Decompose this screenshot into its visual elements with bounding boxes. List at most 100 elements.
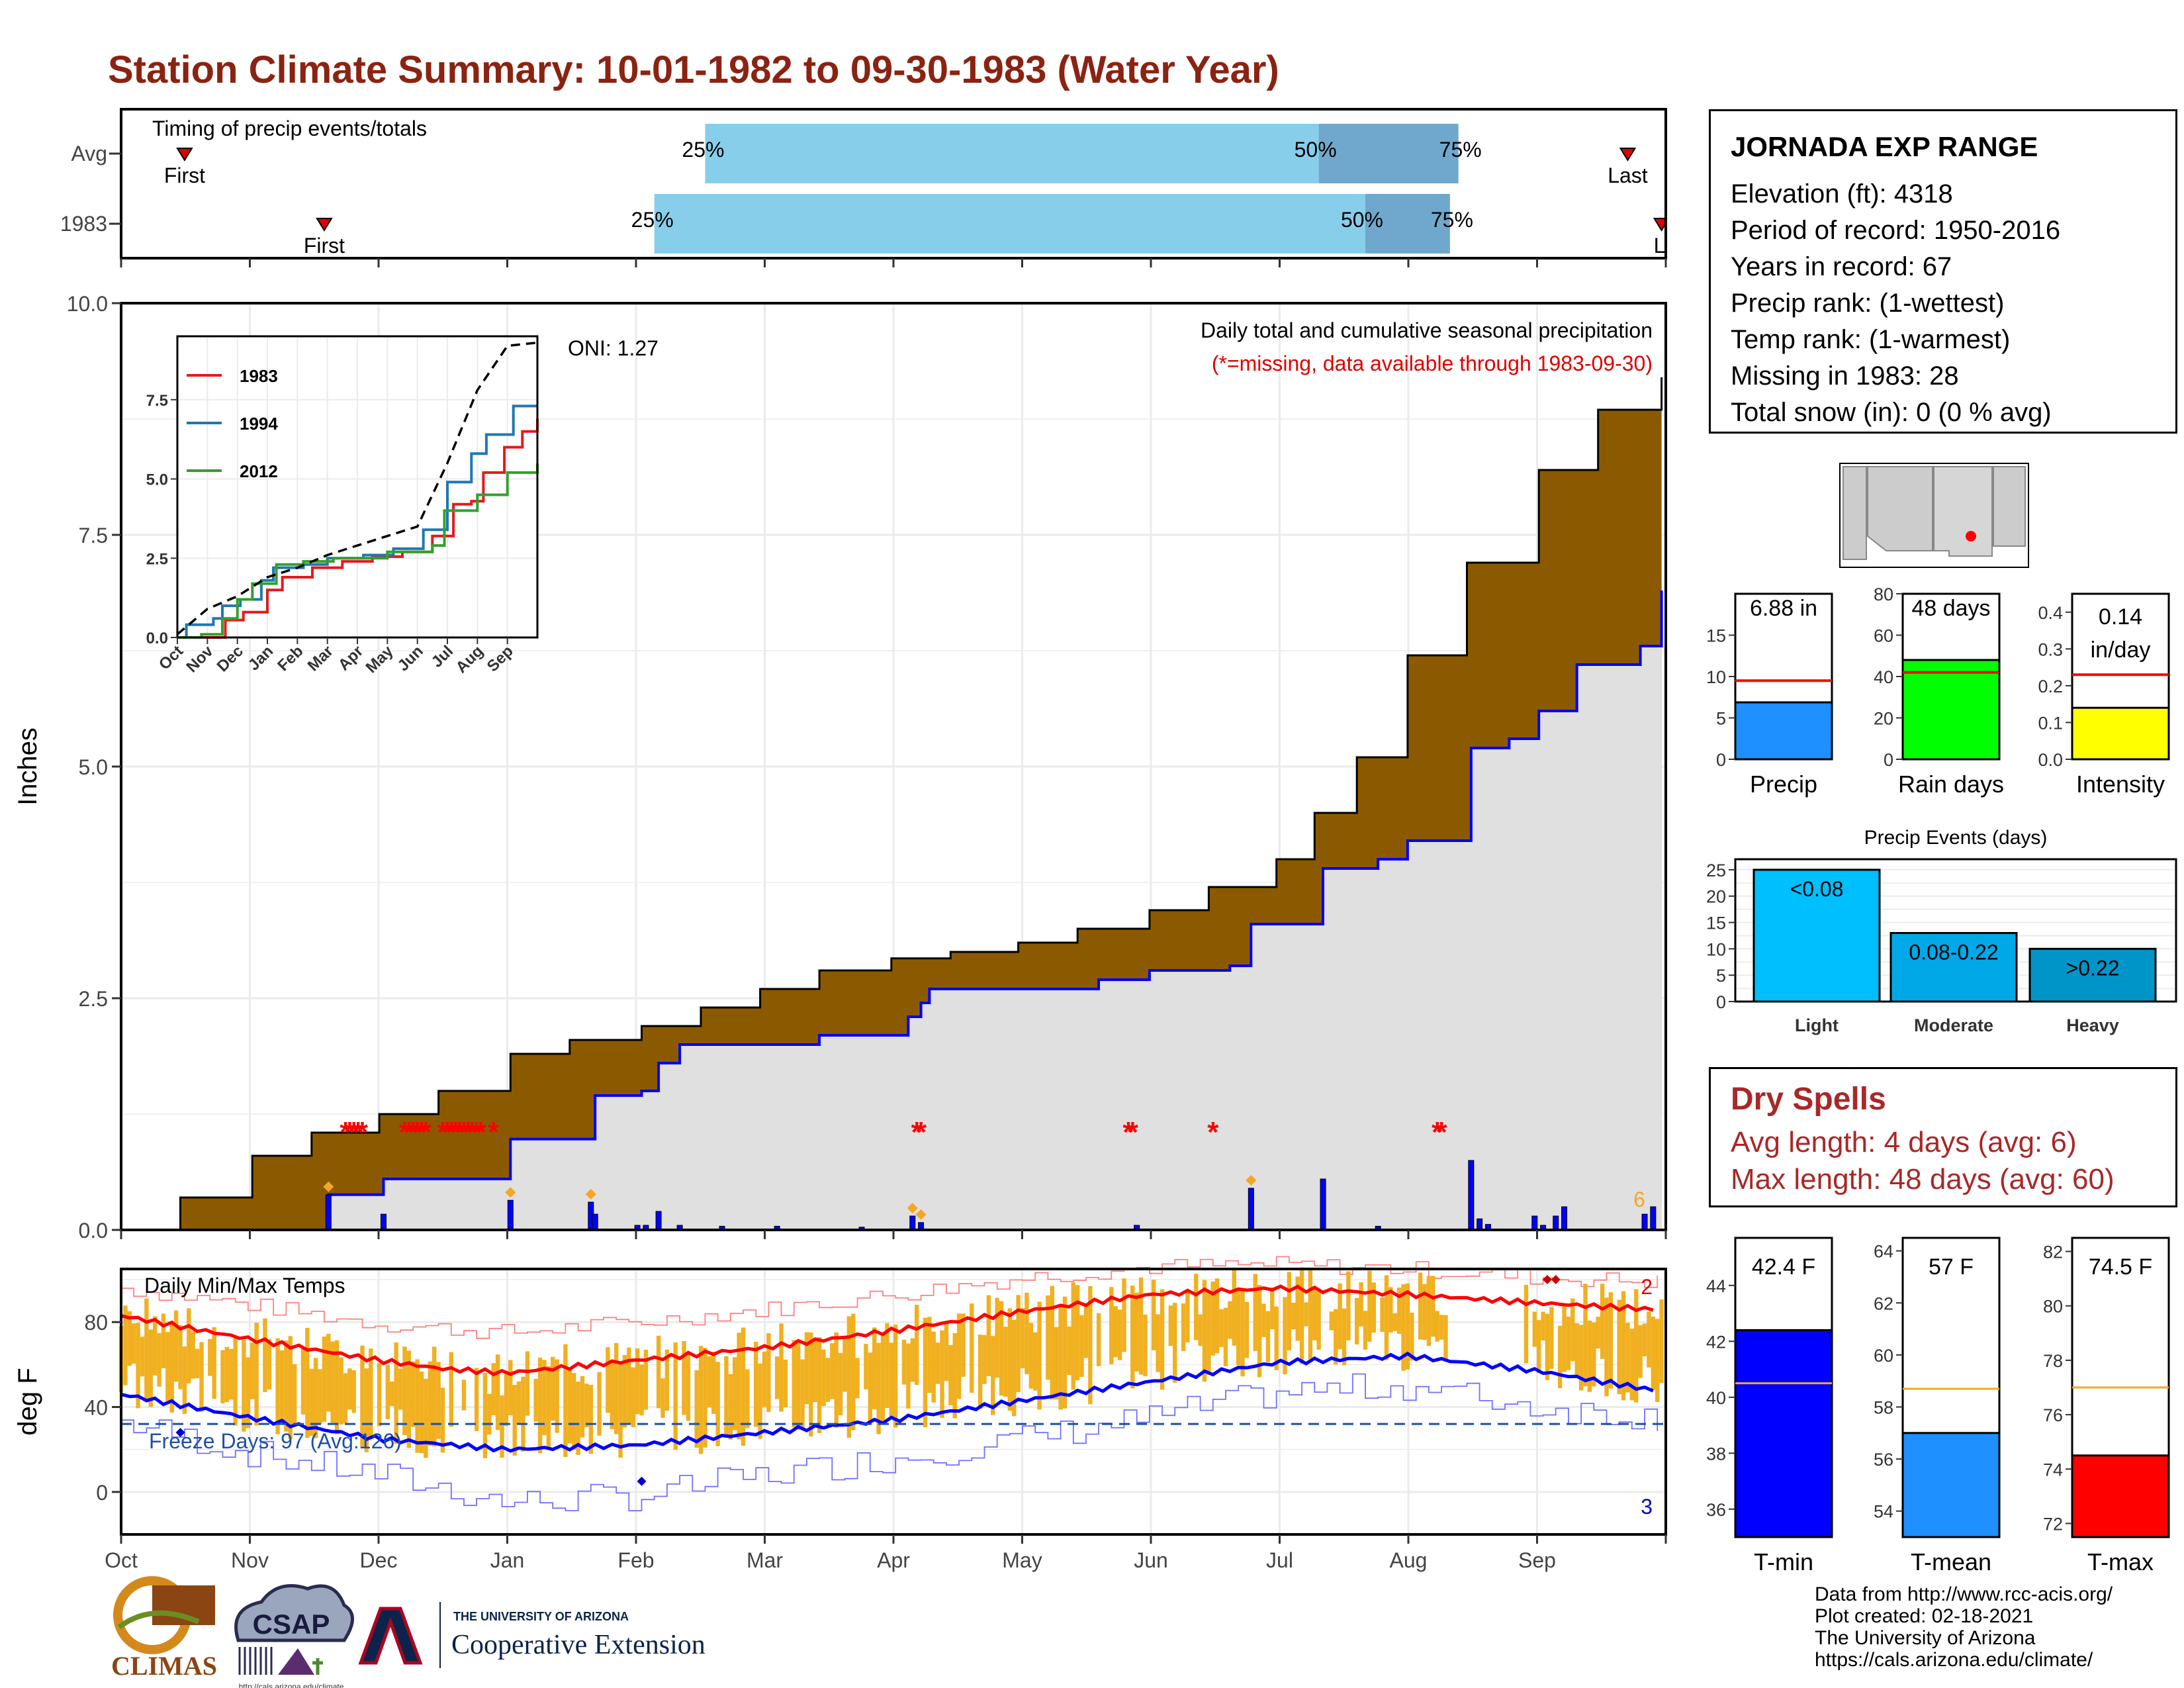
daily-temp-bar <box>440 1387 445 1453</box>
timing-p50-label-0: 50% <box>1295 138 1337 162</box>
daily-temp-bar <box>140 1336 145 1377</box>
daily-temp-bar <box>970 1303 974 1393</box>
daily-temp-bar <box>1236 1288 1241 1366</box>
daily-temp-bar <box>774 1356 780 1399</box>
daily-temp-bar <box>610 1362 614 1429</box>
daily-temp-bar <box>804 1332 809 1405</box>
daily-temp-bar <box>508 1360 513 1416</box>
daily-precip-bar <box>909 1215 916 1231</box>
daily-temp-bar <box>1329 1311 1334 1331</box>
daily-temp-bar <box>1223 1307 1228 1366</box>
daily-temp-bar <box>136 1323 140 1409</box>
daily-temp-bar <box>1384 1275 1389 1360</box>
daily-temp-bar <box>504 1372 509 1427</box>
daily-temp-bar <box>1134 1292 1139 1372</box>
events-category-light: Light <box>1795 1015 1839 1035</box>
daily-temp-bar <box>1392 1313 1397 1331</box>
daily-temp-bar <box>334 1340 340 1434</box>
missing-marker: * <box>915 1116 927 1149</box>
daily-precip-bar <box>1561 1206 1568 1231</box>
daily-temp-bar <box>1088 1286 1093 1405</box>
daily-temp-bar <box>885 1323 889 1408</box>
inset-y-tick-label: 7.5 <box>146 392 168 410</box>
inset-avg-line <box>176 341 538 635</box>
daily-temp-bar <box>1067 1326 1071 1376</box>
station-elevation: Elevation (ft): 4318 <box>1731 179 1953 209</box>
daily-temp-bar <box>1634 1289 1639 1403</box>
daily-temp-bar <box>242 1340 246 1432</box>
tmin-avg-line <box>120 1351 1654 1453</box>
summary-bar-t-max <box>2071 1454 2170 1538</box>
daily-temp-bar <box>914 1304 919 1385</box>
daily-temp-bar <box>1244 1301 1250 1358</box>
map-region-new-mexico <box>1933 466 1993 557</box>
missing-marker: * <box>471 1116 483 1149</box>
daily-temp-bar <box>1261 1303 1266 1337</box>
station-temp-rank: Temp rank: (1-warmest) <box>1731 325 2011 354</box>
daily-temp-bar <box>986 1295 991 1376</box>
daily-temp-bar <box>191 1331 195 1379</box>
daily-temp-bar <box>766 1333 771 1413</box>
timing-bar-25-50-1 <box>654 194 1365 254</box>
climas-leaf-icon <box>117 1610 200 1630</box>
daily-temp-bar <box>351 1370 356 1413</box>
daily-temp-bar <box>1152 1280 1156 1350</box>
dry-spells-title: Dry Spells <box>1731 1082 1886 1117</box>
summary-y-tick-label: 38 <box>1706 1444 1726 1464</box>
temps-x-tick-label: Apr <box>877 1548 910 1572</box>
daily-temp-bar <box>1596 1317 1600 1349</box>
daily-temp-bar <box>588 1385 593 1454</box>
daily-temp-bar <box>703 1348 707 1448</box>
daily-temp-bar <box>229 1348 234 1400</box>
daily-temp-bar <box>224 1346 230 1403</box>
precip-y-axis-label: Inches <box>13 727 42 806</box>
daily-temp-bar <box>1536 1320 1541 1374</box>
dry-spells-max: Max length: 48 days (avg: 60) <box>1731 1163 2115 1196</box>
tmin-record-line <box>121 1373 1659 1512</box>
daily-temp-bar <box>880 1332 886 1424</box>
daily-temp-bar <box>1062 1296 1068 1409</box>
daily-temp-bar <box>698 1346 704 1454</box>
daily-temp-bar <box>1435 1311 1439 1342</box>
inset-legend-label-2012: 2012 <box>240 461 278 481</box>
daily-temp-bar <box>428 1361 432 1446</box>
daily-precip-bar <box>380 1213 387 1231</box>
daily-temp-bar <box>461 1380 467 1411</box>
daily-temp-bar <box>406 1350 412 1448</box>
daily-temp-bar <box>817 1337 822 1433</box>
ua-logo: THE UNIVERSITY OF ARIZONA Cooperative Ext… <box>358 1602 705 1668</box>
daily-temp-bar <box>1138 1277 1144 1375</box>
daily-temp-bar <box>402 1346 407 1436</box>
timing-row-label-1: 1983 <box>60 212 107 236</box>
credit-url: https://cals.arizona.edu/climate/ <box>1815 1649 2093 1671</box>
missing-marker: * <box>353 1116 365 1149</box>
intensity-value: 0.14 <box>2099 604 2142 630</box>
temps-y-tick-label: 0 <box>96 1481 108 1505</box>
avg-cumulative-line <box>121 377 1663 1231</box>
daily-temp-bar <box>656 1335 661 1409</box>
daily-temp-bar <box>1232 1270 1236 1346</box>
summary-bar-intensity <box>2071 706 2170 761</box>
daily-temp-bar <box>923 1317 928 1428</box>
cactus-icon <box>312 1658 323 1675</box>
daily-temp-bar <box>254 1323 259 1426</box>
daily-temp-bar <box>813 1340 817 1403</box>
daily-temp-bar <box>580 1376 585 1438</box>
daily-temp-bar <box>377 1363 382 1427</box>
daily-temp-bar <box>1058 1305 1063 1410</box>
events-bar-label-light: <0.08 <box>1790 877 1844 901</box>
summary-y-tick-label: 0.1 <box>2038 713 2063 733</box>
climas-logo-text: CLIMAS <box>111 1651 217 1681</box>
daily-temp-bar <box>876 1342 881 1434</box>
daily-temp-bar <box>889 1342 894 1417</box>
missing-marker: * <box>412 1116 424 1149</box>
daily-temp-bar <box>1168 1305 1173 1346</box>
daily-temp-bar <box>1659 1299 1664 1383</box>
daily-temp-bar <box>851 1313 856 1430</box>
timing-row-label-0: Avg <box>71 142 107 165</box>
daily-temp-bar <box>1592 1322 1596 1387</box>
daily-temp-bar <box>347 1368 352 1410</box>
daily-temp-bar <box>199 1342 204 1412</box>
daily-temp-bar <box>330 1341 335 1423</box>
